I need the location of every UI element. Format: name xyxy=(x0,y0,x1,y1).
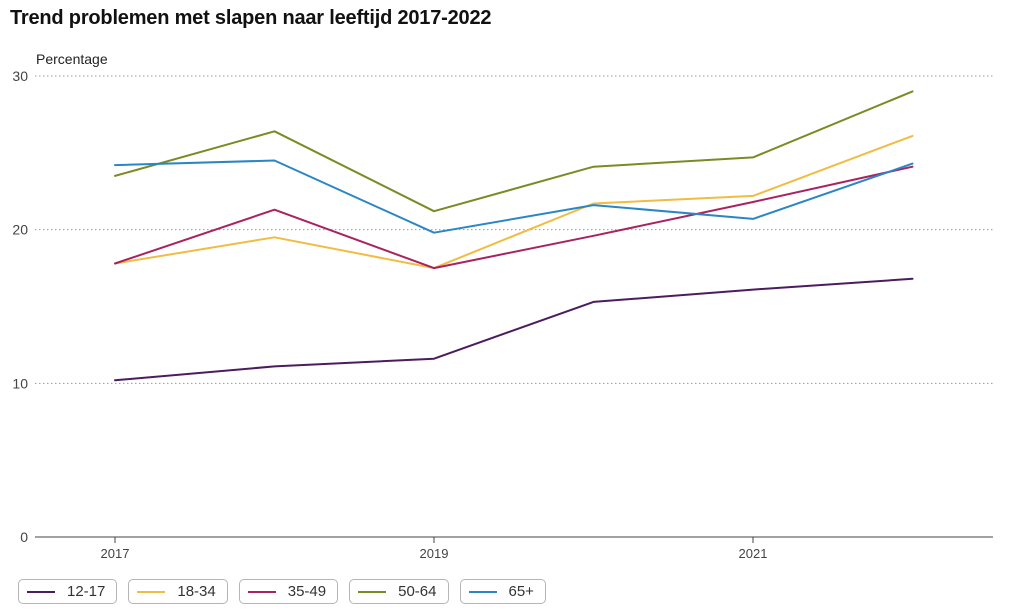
legend-label: 50-64 xyxy=(398,583,437,600)
legend-swatch xyxy=(358,590,387,593)
legend-item-12-17[interactable]: 12-17 xyxy=(18,579,118,604)
chart-title: Trend problemen met slapen naar leeftijd… xyxy=(10,7,492,29)
x-tick-label: 2021 xyxy=(739,546,768,561)
series-line-35-49 xyxy=(114,165,914,270)
gridlines xyxy=(35,75,993,384)
series-line-18-34 xyxy=(114,134,914,270)
legend-swatch xyxy=(137,590,166,593)
legend-label: 35-49 xyxy=(287,583,327,600)
x-tick-label: 2019 xyxy=(420,546,449,561)
y-tick-label: 10 xyxy=(12,375,28,391)
series-line-65 xyxy=(114,159,914,234)
legend-label: 18-34 xyxy=(177,583,216,600)
legend-swatch xyxy=(468,590,497,593)
legend-swatch xyxy=(247,590,276,593)
legend-item-35-49[interactable]: 35-49 xyxy=(238,579,339,604)
legend-label: 12-17 xyxy=(67,583,106,600)
legend-item-18-34[interactable]: 18-34 xyxy=(128,579,228,604)
y-tick-label: 20 xyxy=(12,222,28,238)
y-axis-label: Percentage xyxy=(36,51,108,67)
y-tick-label: 30 xyxy=(12,68,28,84)
axes: 0 10 20 30 Percentage 2017 2019 2021 xyxy=(12,51,993,561)
series-line-50-64 xyxy=(114,90,914,213)
legend-label: 65+ xyxy=(508,583,534,600)
series-line-12-17 xyxy=(114,277,914,382)
legend: 12-17 18-34 35-49 50-64 65+ xyxy=(18,579,546,604)
series-lines xyxy=(114,90,914,382)
legend-swatch xyxy=(27,590,55,593)
y-tick-label: 0 xyxy=(20,529,28,545)
legend-item-50-64[interactable]: 50-64 xyxy=(349,579,449,604)
x-tick-label: 2017 xyxy=(101,546,130,561)
legend-item-65[interactable]: 65+ xyxy=(459,579,546,604)
